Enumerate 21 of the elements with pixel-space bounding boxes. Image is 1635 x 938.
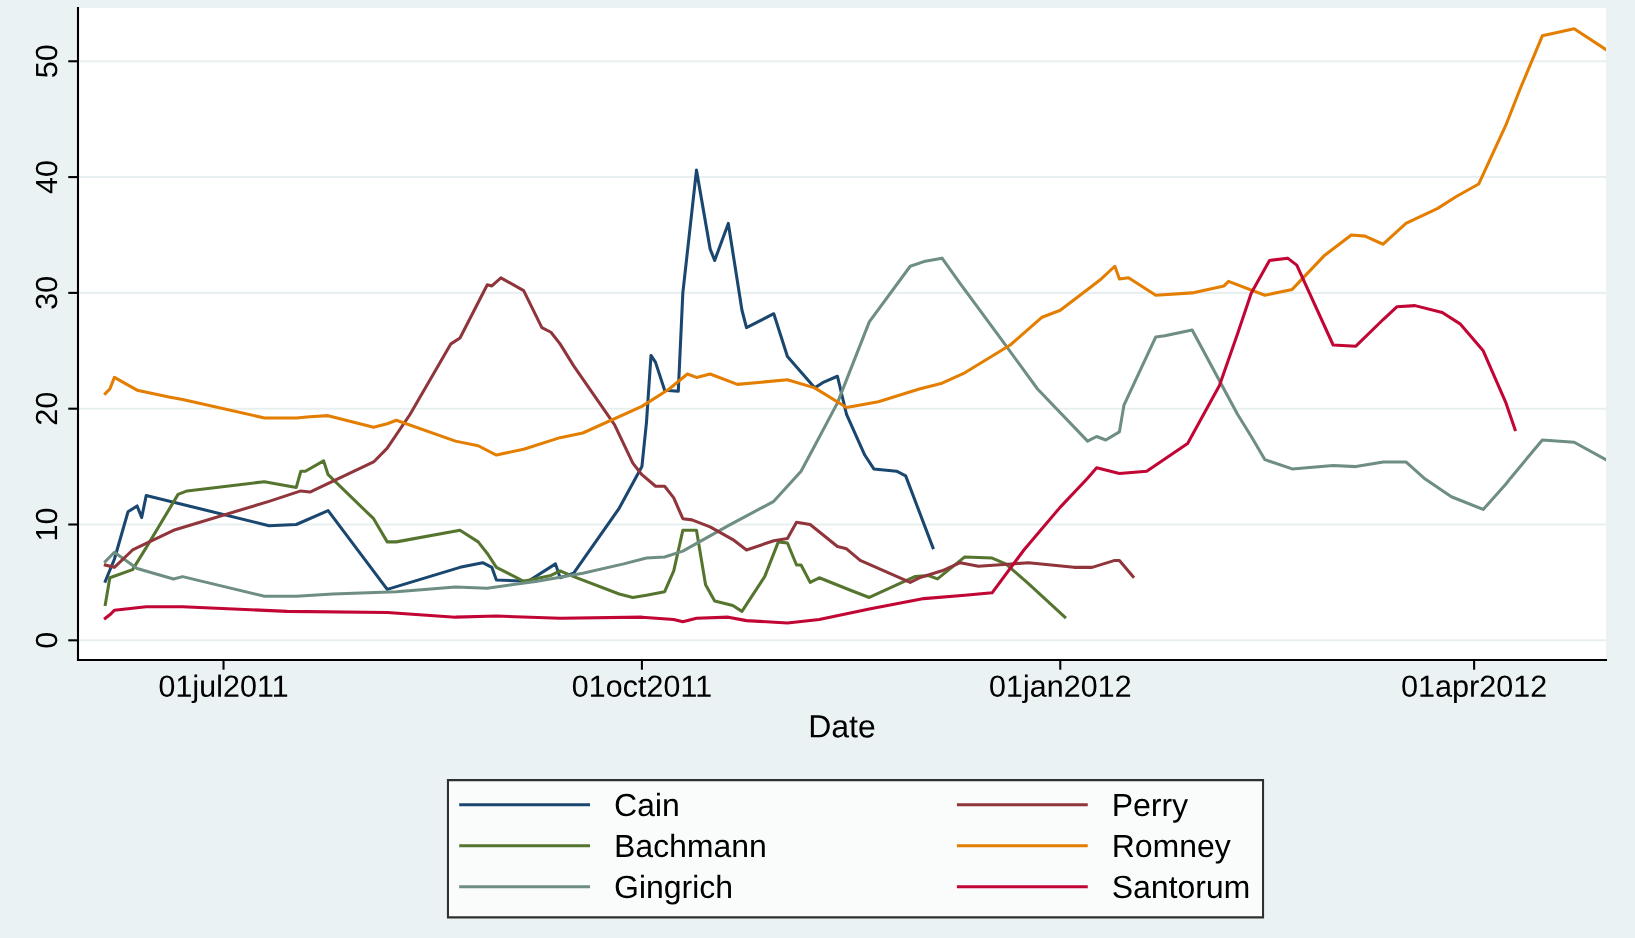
- line-series: [103, 27, 1606, 457]
- line-series: [103, 168, 935, 591]
- y-tick-label: 50: [35, 45, 58, 78]
- x-tick-label: 01apr2012: [1402, 675, 1546, 704]
- x-axis-title: Date: [810, 715, 875, 738]
- line-series: [103, 276, 1135, 584]
- line-series: [103, 459, 1067, 619]
- x-tick-label: 01jul2011: [159, 674, 288, 704]
- y-tick-label: 10: [35, 508, 58, 540]
- x-tick-label: 01oct2011: [572, 675, 711, 698]
- legend-label: Bachmann: [616, 833, 765, 858]
- y-tick-label: 30: [35, 277, 58, 309]
- legend-label: Cain: [615, 792, 678, 817]
- x-tick-label: 01jan2012: [990, 674, 1131, 704]
- legend-label: Perry: [1114, 794, 1189, 823]
- y-tick-label: 40: [35, 161, 58, 194]
- legend-label: Santorum: [1113, 875, 1249, 899]
- legend-label: Gingrich: [615, 874, 731, 905]
- y-tick-label: 0: [35, 633, 58, 648]
- legend-label: Romney: [1114, 835, 1231, 864]
- y-tick-label: 20: [35, 392, 58, 425]
